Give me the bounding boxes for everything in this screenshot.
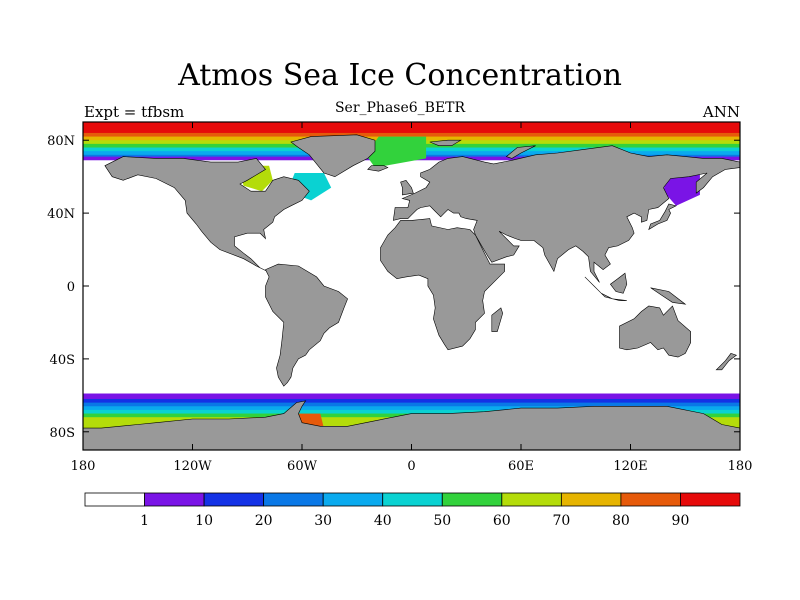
colorbar-label: 70: [552, 513, 570, 529]
land-new-guinea: [650, 287, 687, 305]
y-tick-label: 0: [67, 280, 75, 295]
x-tick-label: 120W: [173, 459, 212, 474]
colorbar-label: 20: [255, 513, 273, 529]
x-tick-label: 60E: [508, 459, 534, 474]
land-layer: [83, 134, 740, 450]
x-tick-label: 60W: [287, 459, 318, 474]
land-japan: [648, 203, 677, 231]
colorbar-swatch: [620, 492, 681, 507]
land-eurasia: [392, 145, 740, 283]
land-greenland: [290, 134, 376, 178]
colorbar-label: 30: [314, 513, 332, 529]
x-tick-label: 180: [728, 459, 753, 474]
colorbar-label: 10: [195, 513, 213, 529]
land-indonesia-west: [584, 276, 627, 301]
colorbar-swatch: [382, 492, 443, 507]
land-africa: [380, 218, 505, 351]
land-new-zealand: [715, 353, 738, 371]
season-label: ANN: [702, 103, 740, 121]
x-tick-label: 0: [407, 459, 415, 474]
case-subtitle: Ser_Phase6_BETR: [334, 100, 466, 116]
y-tick-label: 40N: [47, 207, 75, 222]
ice-patch-sea-of-okhotsk: [663, 173, 700, 206]
land-antarctica: [83, 400, 740, 450]
colorbar-label: 80: [612, 513, 630, 529]
land-borneo: [609, 272, 628, 294]
map-axes: 180 120W 60W 0 60E 120E 180 80N 40N 0 40S 80S: [47, 122, 752, 474]
colorbar-label: 60: [493, 513, 511, 529]
land-svalbard: [429, 139, 462, 146]
colorbar-swatch: [144, 492, 205, 507]
y-tick-label: 80N: [47, 134, 75, 149]
colorbar: 1 10 20 30 40 50 60 70 80 90: [84, 492, 741, 529]
colorbar-swatch: [203, 492, 265, 507]
colorbar-label: 90: [672, 513, 690, 529]
land-iceland: [367, 165, 389, 172]
experiment-label: Expt = tfbsm: [84, 103, 185, 121]
y-tick-label: 80S: [50, 426, 75, 441]
colorbar-swatch: [560, 492, 622, 507]
colorbar-swatch: [322, 492, 384, 507]
y-tick-label: 40S: [50, 353, 75, 368]
colorbar-swatch: [263, 492, 324, 507]
colorbar-label: 40: [374, 513, 392, 529]
land-britain: [400, 179, 414, 196]
land-novaya-zemlya: [505, 145, 536, 159]
colorbar-swatch: [680, 492, 741, 507]
land-madagascar: [491, 307, 504, 332]
land-north-america: [104, 156, 310, 272]
colorbar-swatch: [84, 492, 145, 507]
colorbar-label: 50: [433, 513, 451, 529]
x-tick-label: 120E: [613, 459, 647, 474]
colorbar-swatch: [441, 492, 503, 507]
ice-patch-greenland-sea: [365, 136, 427, 168]
land-australia: [619, 305, 692, 358]
colorbar-label: 1: [140, 513, 149, 529]
land-south-america: [265, 263, 348, 387]
map-title: Atmos Sea Ice Concentration: [178, 58, 622, 93]
colorbar-swatch: [501, 492, 562, 507]
x-tick-label: 180: [71, 459, 96, 474]
